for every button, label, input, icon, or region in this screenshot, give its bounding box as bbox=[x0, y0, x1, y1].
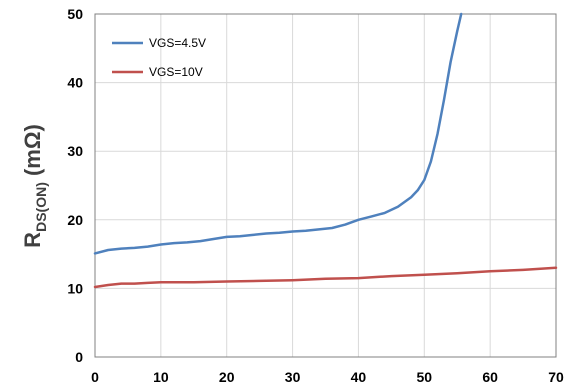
plot-area-border bbox=[94, 13, 557, 358]
y-axis-title-subscript: DS(ON) bbox=[33, 182, 49, 232]
x-tick-label: 60 bbox=[482, 369, 498, 385]
x-tick-label: 70 bbox=[548, 369, 564, 385]
y-tick-label: 0 bbox=[75, 349, 83, 365]
y-tick-label: 10 bbox=[67, 280, 83, 296]
x-tick-label: 50 bbox=[416, 369, 432, 385]
y-tick-label: 40 bbox=[67, 75, 83, 91]
x-tick-label: 40 bbox=[351, 369, 367, 385]
svg-text:RDS(ON) (mΩ): RDS(ON) (mΩ) bbox=[20, 124, 49, 248]
y-tick-label: 50 bbox=[67, 6, 83, 22]
x-tick-label: 0 bbox=[91, 369, 99, 385]
legend-label: VGS=4.5V bbox=[149, 36, 206, 50]
tick-labels: 0 10 20 30 40 50 60 70 0 10 20 30 40 50 bbox=[67, 6, 564, 385]
y-axis-title-main: R bbox=[20, 232, 45, 248]
y-axis-title-unit: (mΩ) bbox=[20, 124, 45, 182]
series-line-vgs-10v bbox=[93, 266, 558, 289]
legend: VGS=4.5V VGS=10V bbox=[112, 36, 206, 79]
x-tick-label: 20 bbox=[219, 369, 235, 385]
y-tick-label: 30 bbox=[67, 143, 83, 159]
y-tick-label: 20 bbox=[67, 212, 83, 228]
series-line-vgs-4-5v bbox=[93, 12, 463, 255]
x-tick-label: 30 bbox=[285, 369, 301, 385]
legend-label: VGS=10V bbox=[149, 65, 203, 79]
y-axis-title: RDS(ON) (mΩ) bbox=[20, 124, 49, 248]
x-tick-label: 10 bbox=[153, 369, 169, 385]
series-lines bbox=[93, 12, 558, 289]
